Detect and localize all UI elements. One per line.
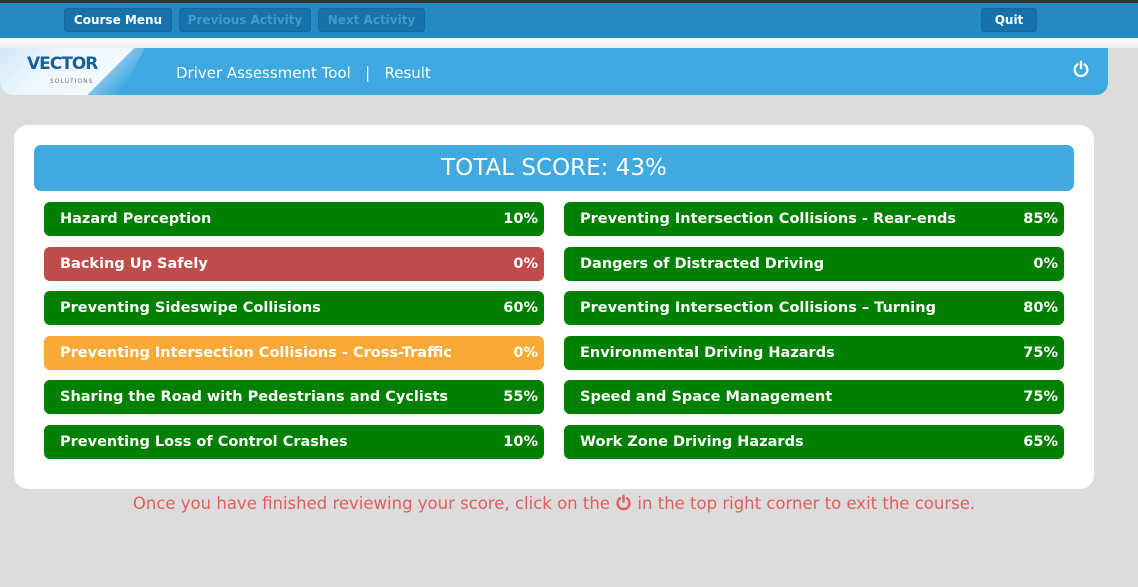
category-score-row: Sharing the Road with Pedestrians and Cy… <box>44 380 544 414</box>
category-score: 65% <box>1023 433 1058 450</box>
breadcrumb: Driver Assessment Tool | Result <box>176 64 431 82</box>
category-label: Dangers of Distracted Driving <box>580 255 825 272</box>
header: VECTOR SOLUTIONS Driver Assessment Tool |… <box>0 48 1108 95</box>
vector-solutions-logo: VECTOR SOLUTIONS <box>0 48 145 95</box>
category-score: 85% <box>1023 211 1058 227</box>
exit-instructions: Once you have finished reviewing your sc… <box>132 494 976 513</box>
power-icon[interactable] <box>1072 60 1090 78</box>
category-label: Preventing Intersection Collisions - Rea… <box>580 211 957 227</box>
category-label: Preventing Intersection Collisions – Tur… <box>580 300 936 316</box>
category-label: Speed and Space Management <box>580 389 833 405</box>
category-score: 0% <box>513 344 538 361</box>
category-score-row: Backing Up Safely 0% <box>44 246 544 281</box>
category-label: Preventing Intersection Collisions - Cro… <box>60 344 452 361</box>
score-card: TOTAL SCORE: 43% Hazard Perception 10% Bac… <box>14 125 1094 489</box>
category-score-row: Environmental Driving Hazards 75% <box>564 335 1064 370</box>
category-label: Preventing Loss of Control Crashes <box>60 433 348 450</box>
category-score: 55% <box>503 389 538 405</box>
category-score: 80% <box>1023 300 1058 316</box>
category-label: Backing Up Safely <box>60 255 208 272</box>
category-score: 0% <box>513 255 538 272</box>
category-score: 0% <box>1033 255 1058 272</box>
total-score: TOTAL SCORE: 43% <box>34 145 1074 191</box>
course-menu-button[interactable]: Course Menu <box>64 8 172 32</box>
category-score-row: Hazard Perception 10% <box>44 202 544 236</box>
quit-button[interactable]: Quit <box>981 8 1037 32</box>
previous-activity-button[interactable]: Previous Activity <box>179 8 311 32</box>
category-score-row: Speed and Space Management 75% <box>564 380 1064 414</box>
power-icon <box>616 494 631 511</box>
category-score-row: Work Zone Driving Hazards 65% <box>564 424 1064 459</box>
category-label: Sharing the Road with Pedestrians and Cy… <box>60 389 449 405</box>
category-score: 75% <box>1023 389 1058 405</box>
category-score-row: Preventing Loss of Control Crashes 10% <box>44 424 544 459</box>
category-score: 60% <box>503 300 538 316</box>
category-label: Environmental Driving Hazards <box>580 344 835 361</box>
category-score: 75% <box>1023 344 1058 361</box>
category-score-row: Preventing Sideswipe Collisions 60% <box>44 291 544 325</box>
category-score: 10% <box>503 433 538 450</box>
category-score-row: Preventing Intersection Collisions - Cro… <box>44 335 544 370</box>
next-activity-button[interactable]: Next Activity <box>318 8 425 32</box>
category-label: Preventing Sideswipe Collisions <box>60 300 321 316</box>
category-score-row: Preventing Intersection Collisions – Tur… <box>564 291 1064 325</box>
top-toolbar: Course Menu Previous Activity Next Activ… <box>0 0 1138 38</box>
category-score: 10% <box>503 211 538 227</box>
divider <box>0 38 1138 48</box>
category-score-row: Preventing Intersection Collisions - Rea… <box>564 202 1064 236</box>
category-label: Work Zone Driving Hazards <box>580 433 804 450</box>
category-score-row: Dangers of Distracted Driving 0% <box>564 246 1064 281</box>
category-label: Hazard Perception <box>60 211 212 227</box>
